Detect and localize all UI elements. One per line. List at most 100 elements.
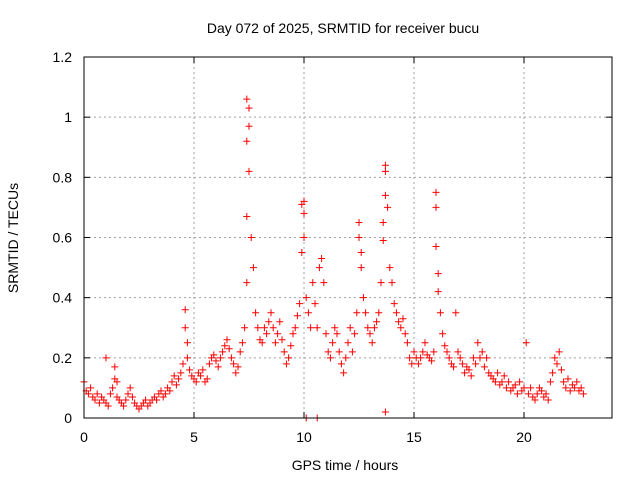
data-point — [500, 372, 508, 380]
data-point — [366, 330, 374, 338]
data-point — [538, 387, 546, 395]
data-point — [181, 306, 189, 314]
data-point — [331, 324, 339, 332]
data-point — [406, 354, 414, 362]
data-point — [298, 249, 306, 257]
data-point — [307, 324, 315, 332]
data-point — [276, 318, 284, 326]
data-point — [179, 360, 187, 368]
data-point — [392, 309, 400, 317]
data-point — [223, 336, 231, 344]
data-point — [357, 264, 365, 272]
data-point — [260, 324, 268, 332]
data-point — [522, 339, 530, 347]
data-point — [467, 372, 475, 380]
data-point — [326, 354, 334, 362]
data-point — [379, 237, 387, 245]
data-point — [562, 384, 570, 392]
data-point — [386, 264, 394, 272]
data-point — [364, 324, 372, 332]
data-point — [553, 360, 561, 368]
data-point — [441, 342, 449, 350]
y-tick-label: 1 — [64, 109, 72, 125]
x-tick-label: 20 — [516, 429, 532, 445]
data-point — [362, 309, 370, 317]
data-point — [355, 234, 363, 241]
data-point — [469, 354, 477, 362]
data-point — [373, 318, 381, 326]
data-point — [564, 375, 572, 383]
data-point — [315, 264, 323, 272]
data-point — [230, 360, 238, 368]
data-point — [205, 360, 213, 368]
data-point — [216, 354, 224, 362]
data-point — [403, 339, 411, 347]
data-point — [397, 324, 405, 332]
chart-title: Day 072 of 2025, SRMTID for receiver buc… — [207, 20, 479, 36]
data-point — [95, 399, 103, 407]
data-point — [289, 330, 297, 338]
data-point — [566, 387, 574, 395]
data-point — [271, 339, 279, 347]
data-point — [241, 324, 249, 332]
data-point — [377, 279, 385, 287]
y-tick-label: 0.6 — [53, 230, 73, 246]
data-point — [458, 360, 466, 368]
data-point — [533, 390, 541, 398]
data-point — [439, 330, 447, 338]
data-point — [293, 312, 301, 320]
data-point — [454, 348, 462, 356]
data-point — [335, 348, 343, 356]
data-point — [153, 396, 161, 404]
data-point — [359, 294, 367, 302]
data-point — [502, 384, 510, 392]
data-point — [142, 396, 150, 404]
data-point — [399, 315, 407, 323]
data-point — [513, 390, 521, 398]
data-point — [236, 348, 244, 356]
data-point — [84, 390, 92, 398]
data-point — [300, 234, 308, 241]
data-point — [313, 324, 321, 332]
data-point — [128, 393, 136, 401]
data-point — [357, 249, 365, 257]
data-point — [410, 348, 418, 356]
data-point — [384, 203, 392, 211]
data-point — [177, 369, 185, 377]
data-point — [124, 390, 132, 398]
data-point — [381, 167, 389, 175]
data-point — [390, 300, 398, 308]
data-point — [291, 324, 299, 332]
y-tick-label: 1.2 — [53, 49, 73, 65]
data-point — [300, 209, 308, 217]
data-point — [498, 378, 506, 386]
data-point — [197, 372, 205, 380]
data-point — [401, 330, 409, 338]
data-point — [210, 351, 218, 359]
data-point — [340, 369, 348, 377]
data-point — [474, 339, 482, 347]
data-point — [445, 354, 453, 362]
data-point — [368, 339, 376, 347]
data-point — [320, 279, 328, 287]
data-point — [245, 167, 253, 175]
data-point — [434, 270, 442, 278]
data-point — [436, 309, 444, 317]
data-point — [258, 339, 266, 347]
axis-ticks — [83, 56, 612, 419]
data-point — [346, 324, 354, 332]
data-point — [432, 243, 440, 251]
data-point — [120, 402, 128, 410]
data-point — [318, 255, 326, 263]
data-point — [388, 279, 396, 287]
data-point — [465, 366, 473, 374]
data-point — [348, 348, 356, 356]
data-point — [472, 360, 480, 368]
data-point — [478, 348, 486, 356]
data-point — [109, 384, 117, 392]
data-point — [560, 378, 568, 386]
data-point — [265, 318, 273, 326]
data-point — [245, 104, 253, 112]
data-point — [238, 339, 246, 347]
data-point — [557, 366, 565, 374]
